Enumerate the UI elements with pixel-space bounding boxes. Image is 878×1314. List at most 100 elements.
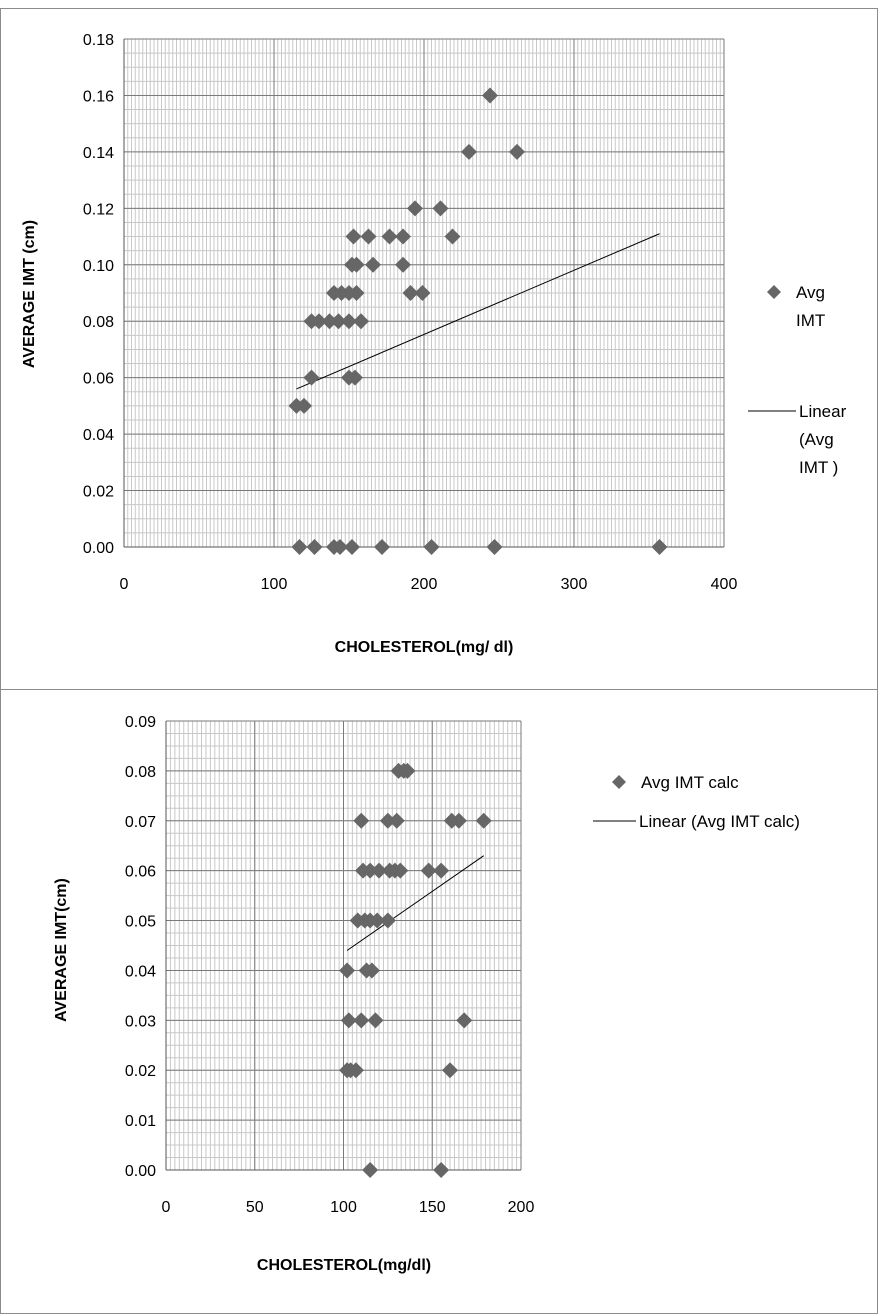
data-point (360, 228, 377, 245)
data-point (399, 762, 416, 779)
data-point (475, 812, 492, 829)
data-point (347, 1062, 364, 1079)
data-point (291, 539, 308, 555)
data-point (348, 285, 365, 301)
trendline (296, 233, 660, 390)
x-tick-label: 200 (508, 1199, 535, 1216)
data-point (486, 539, 503, 555)
data-point (353, 1012, 370, 1029)
data-point (371, 862, 387, 879)
data-point (420, 862, 437, 879)
data-point (482, 87, 498, 104)
legend: Avg IMT calc Linear (Avg IMT calc) (593, 773, 800, 831)
data-point (388, 812, 405, 829)
data-point (651, 539, 668, 555)
y-tick-label: 0.10 (83, 258, 114, 275)
y-axis-title: AVERAGE IMT (cm) (21, 220, 38, 368)
data-point (442, 1062, 458, 1079)
data-point (306, 539, 323, 555)
data-point (374, 539, 390, 555)
x-tick-label: 400 (711, 576, 738, 593)
legend-label-trendline: Linear (Avg IMT calc) (639, 812, 800, 831)
data-point (344, 539, 360, 555)
data-point (456, 1012, 473, 1029)
x-axis-title: CHOLESTEROL(mg/dl) (257, 1257, 431, 1274)
data-point (395, 228, 411, 245)
y-tick-labels: 0.00 0.02 0.04 0.06 0.08 0.10 0.12 0.14 0.16 0.18 (83, 32, 114, 557)
data-point (348, 256, 365, 273)
y-tick-label: 0.08 (125, 764, 156, 781)
data-point (432, 200, 449, 217)
legend-marker-series (767, 285, 781, 299)
legend-label-series: Avg (796, 283, 825, 302)
data-points (288, 87, 668, 555)
y-tick-label: 0.06 (125, 864, 156, 881)
trendline-linear (346, 855, 485, 951)
legend-marker-series (612, 775, 626, 789)
data-point (321, 313, 338, 330)
chart-axes (165, 721, 521, 1171)
y-tick-label: 0.16 (83, 88, 114, 105)
y-tick-label: 0.05 (125, 914, 156, 931)
chart-grid (123, 38, 725, 548)
y-tick-label: 0.04 (83, 427, 114, 444)
data-point (509, 143, 525, 160)
data-point (362, 862, 379, 879)
data-point (367, 1012, 384, 1029)
x-tick-label: 100 (330, 1199, 357, 1216)
y-tick-label: 0.03 (125, 1013, 156, 1030)
data-point (353, 313, 369, 330)
data-point (363, 962, 380, 979)
x-tick-labels: 0 100 200 300 400 (120, 576, 738, 593)
legend: Avg IMT Linear (Avg IMT ) (748, 283, 847, 477)
data-point (433, 862, 450, 879)
y-tick-label: 0.08 (83, 314, 114, 331)
data-point (461, 143, 477, 160)
x-tick-label: 200 (411, 576, 438, 593)
y-tick-label: 0.18 (83, 32, 114, 49)
x-tick-labels: 0 50 100 150 200 (162, 1199, 535, 1216)
data-point (330, 313, 347, 330)
data-point (340, 1012, 357, 1029)
data-point (339, 962, 356, 979)
legend-label-series: IMT (796, 311, 825, 330)
data-point (332, 539, 348, 555)
data-point (423, 539, 440, 555)
data-point (379, 912, 396, 929)
data-point (407, 200, 423, 217)
x-tick-label: 150 (419, 1199, 446, 1216)
y-tick-label: 0.04 (125, 963, 156, 980)
x-tick-label: 300 (561, 576, 588, 593)
data-point (369, 912, 386, 929)
legend-label-trendline: (Avg (799, 430, 834, 449)
data-point (392, 862, 409, 879)
data-point (347, 369, 363, 386)
y-tick-label: 0.01 (125, 1113, 156, 1130)
data-point (395, 256, 411, 273)
x-tick-label: 0 (120, 576, 129, 593)
chart-panel-cholesterol-vs-imt-calc: 0.00 0.01 0.02 0.03 0.04 0.05 0.06 0.07 0.08 0.09… (0, 689, 878, 1314)
chart-avg-imt-calc: 0.00 0.01 0.02 0.03 0.04 0.05 0.06 0.07 0.08 0.09… (53, 714, 800, 1274)
chart-avg-imt: 0.00 0.02 0.04 0.06 0.08 0.10 0.12 0.14 0.16 0.18… (21, 32, 847, 656)
legend-label-trendline: Linear (799, 402, 847, 421)
data-point (402, 285, 419, 301)
data-point (414, 285, 431, 301)
y-axis-title: AVERAGE IMT(cm) (53, 878, 70, 1022)
data-point (362, 1162, 379, 1178)
y-tick-label: 0.07 (125, 814, 156, 831)
x-axis-title: CHOLESTEROL(mg/ dl) (335, 639, 514, 656)
data-point (379, 812, 396, 829)
chart-panel-cholesterol-vs-imt: 0.00 0.02 0.04 0.06 0.08 0.10 0.12 0.14 0.16 0.18… (0, 8, 878, 690)
y-tick-label: 0.14 (83, 145, 114, 162)
data-points (339, 762, 492, 1178)
y-tick-label: 0.06 (83, 371, 114, 388)
trendline-linear (296, 233, 660, 390)
data-point (353, 812, 370, 829)
data-point (444, 228, 461, 245)
y-tick-label: 0.12 (83, 201, 114, 218)
x-tick-label: 0 (162, 1199, 171, 1216)
data-point (381, 228, 398, 245)
data-point (433, 1162, 450, 1178)
y-tick-label: 0.02 (125, 1063, 156, 1080)
